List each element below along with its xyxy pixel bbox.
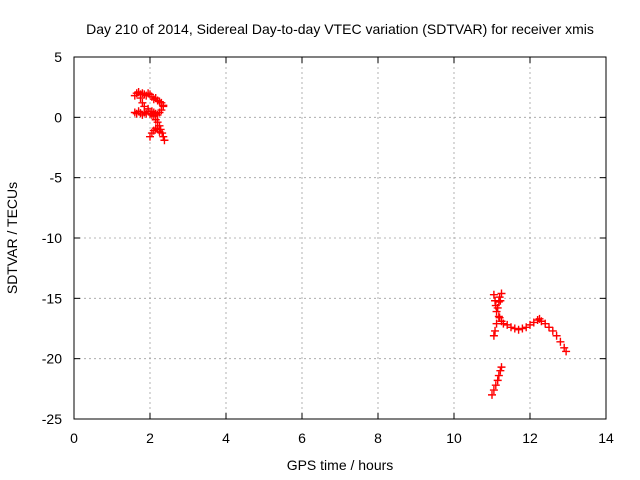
x-tick-label: 8 [374,430,382,446]
x-tick-label: 4 [222,430,230,446]
data-point [138,98,147,107]
x-axis-title: GPS time / hours [287,457,394,473]
chart-title: Day 210 of 2014, Sidereal Day-to-day VTE… [86,21,594,37]
data-point [496,296,505,305]
data-point [507,323,515,332]
data-point [491,381,500,390]
data-point [494,297,503,306]
data-point [495,313,504,322]
x-tick-label: 0 [70,430,78,446]
data-point [493,376,502,385]
data-point [495,293,504,302]
data-point [134,107,143,116]
data-point [489,290,498,299]
data-point [159,132,168,141]
y-tick-label: 0 [54,109,62,125]
data-point [489,386,498,395]
data-point [533,316,542,325]
data-point [151,124,160,133]
data-point [160,136,169,145]
data-point [497,289,506,298]
data-point [493,303,502,312]
data-point [541,319,550,328]
data-point [556,337,565,346]
x-tick-labels: 0 2 4 6 8 10 12 14 [70,430,614,446]
data-point [155,127,164,136]
data-point [491,326,500,335]
data-point [560,343,569,352]
data-point [497,363,506,372]
data-point [159,101,168,110]
y-tick-label: -10 [42,230,62,246]
y-tick-label: -20 [42,351,62,367]
data-point [146,132,154,141]
x-tick-label: 12 [522,430,538,446]
data-point [149,95,158,104]
data-point [499,319,508,328]
grid-layer [74,57,606,419]
data-point [149,112,158,121]
data-point [494,371,503,380]
data-point [155,97,164,106]
data-point [510,324,519,333]
y-axis-title: SDTVAR / TECUs [4,182,20,294]
y-tick-label: -15 [42,290,62,306]
y-tick-label: -5 [50,170,63,186]
data-point [562,347,571,356]
data-point [552,331,561,340]
data-point [496,366,505,375]
data-point [492,307,501,316]
data-points [130,87,571,399]
data-point [489,331,498,340]
data-point [492,319,501,328]
y-tick-label: 5 [54,49,62,65]
x-tick-label: 14 [598,430,614,446]
x-tick-label: 6 [298,430,306,446]
y-tick-label: -25 [42,411,62,427]
data-point [548,326,557,335]
plot-frame [73,56,607,420]
data-point [518,324,527,333]
y-tick-labels: 5 0 -5 -10 -15 -20 -25 [42,49,62,427]
data-point [494,312,503,321]
data-point [157,106,166,115]
data-point [514,325,523,334]
data-point [136,94,145,103]
x-tick-label: 2 [146,430,154,446]
data-point [545,323,553,332]
data-point [153,118,162,127]
data-point [488,390,496,399]
x-tick-label: 10 [446,430,462,446]
data-point [144,89,153,98]
data-point [147,107,156,116]
